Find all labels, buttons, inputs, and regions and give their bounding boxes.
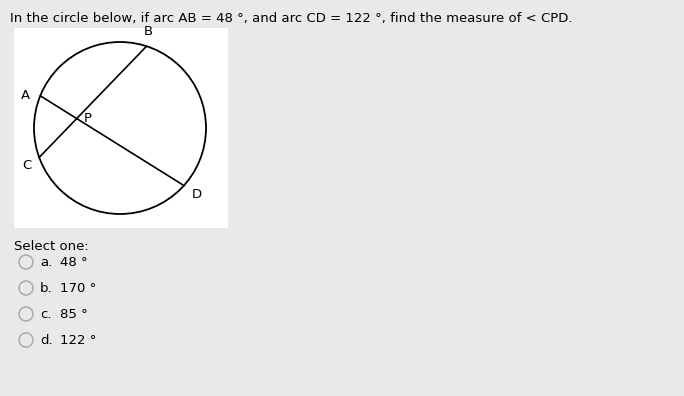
Bar	[14, 28, 228, 228]
Text: a.: a.	[40, 255, 52, 268]
Text: 48 °: 48 °	[60, 255, 88, 268]
Text: A: A	[21, 89, 30, 102]
Text: 170 °: 170 °	[60, 282, 96, 295]
Text: d.: d.	[40, 333, 53, 346]
Text: b.: b.	[40, 282, 53, 295]
Text: c.: c.	[40, 308, 51, 320]
Text: B: B	[144, 25, 153, 38]
Text: 122 °: 122 °	[60, 333, 96, 346]
Text: P: P	[83, 112, 92, 125]
Text: C: C	[22, 160, 31, 172]
Text: In the circle below, if arc AB = 48 °, and arc CD = 122 °, find the measure of <: In the circle below, if arc AB = 48 °, a…	[10, 12, 573, 25]
Text: D: D	[192, 188, 202, 200]
Text: Select one:: Select one:	[14, 240, 89, 253]
Text: 85 °: 85 °	[60, 308, 88, 320]
